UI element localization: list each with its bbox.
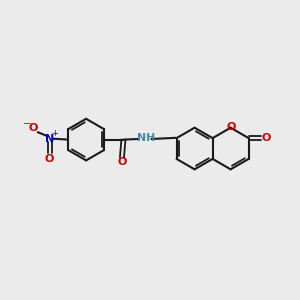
Text: +: + xyxy=(51,129,58,138)
Text: O: O xyxy=(262,133,271,143)
Text: O: O xyxy=(117,157,127,167)
Text: N: N xyxy=(45,134,54,144)
Text: O: O xyxy=(226,122,236,131)
Text: −: − xyxy=(23,119,32,129)
Text: O: O xyxy=(45,154,54,164)
Text: O: O xyxy=(29,123,38,133)
Text: NH: NH xyxy=(137,133,155,143)
